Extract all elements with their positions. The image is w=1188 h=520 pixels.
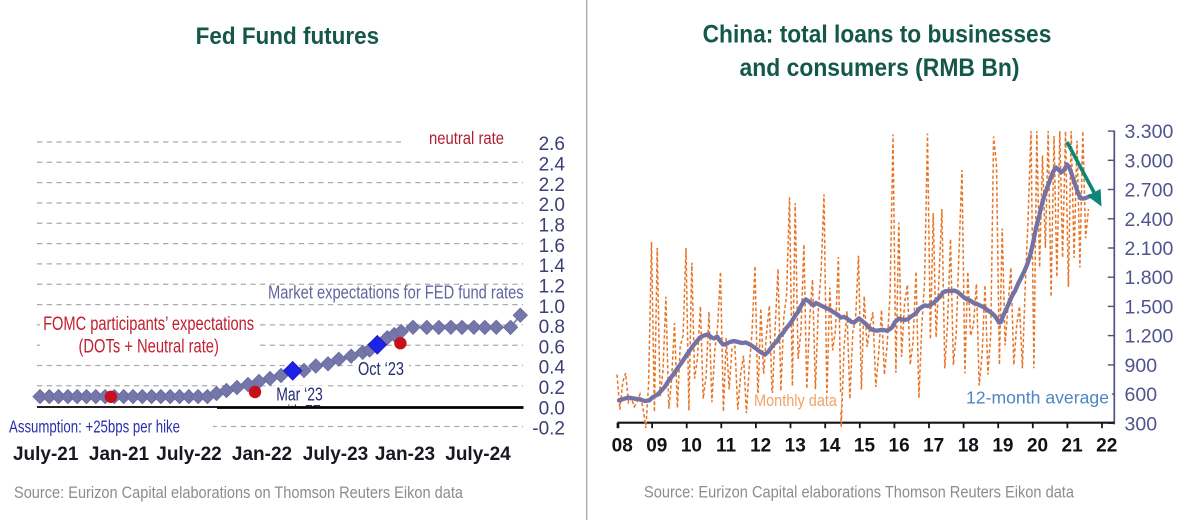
svg-text:600: 600: [1125, 384, 1158, 406]
svg-text:1.800: 1.800: [1125, 267, 1174, 289]
svg-text:Source: Eurizon Capital elabor: Source: Eurizon Capital elaborations Tho…: [644, 483, 1074, 502]
svg-text:900: 900: [1125, 355, 1158, 377]
svg-text:July-24: July-24: [445, 444, 511, 465]
svg-text:16: 16: [889, 435, 910, 456]
svg-text:2.0: 2.0: [539, 195, 565, 216]
svg-text:3.300: 3.300: [1125, 121, 1174, 143]
svg-text:22: 22: [1096, 435, 1117, 456]
svg-text:1.8: 1.8: [539, 215, 565, 236]
svg-text:0.4: 0.4: [539, 358, 566, 379]
svg-text:July-21: July-21: [13, 444, 79, 465]
svg-text:12: 12: [750, 435, 771, 456]
svg-text:300: 300: [1125, 413, 1158, 435]
svg-text:1.500: 1.500: [1125, 296, 1174, 318]
svg-text:3.000: 3.000: [1125, 150, 1174, 172]
svg-text:1.6: 1.6: [539, 236, 565, 257]
svg-text:10: 10: [681, 435, 702, 456]
svg-text:Jan-23: Jan-23: [375, 444, 435, 465]
svg-text:Jan-21: Jan-21: [89, 444, 150, 465]
svg-text:(DOTs + Neutral rate): (DOTs + Neutral rate): [79, 336, 219, 357]
svg-text:11: 11: [716, 435, 737, 456]
svg-text:July-23: July-23: [303, 444, 368, 465]
svg-text:Fed Fund futures: Fed Fund futures: [196, 23, 380, 50]
svg-text:14: 14: [819, 435, 841, 456]
svg-text:08: 08: [612, 435, 633, 456]
svg-text:0.0: 0.0: [539, 398, 565, 419]
svg-text:12-month average: 12-month average: [966, 388, 1109, 408]
svg-text:2.6: 2.6: [539, 134, 565, 155]
svg-text:2.4: 2.4: [539, 155, 566, 176]
svg-text:with FF rate: with FF rate: [277, 402, 347, 417]
svg-text:1.4: 1.4: [539, 256, 566, 277]
svg-text:Oct ‘23: Oct ‘23: [358, 358, 404, 379]
svg-text:19: 19: [992, 435, 1013, 456]
svg-text:1.200: 1.200: [1125, 326, 1174, 348]
svg-text:21: 21: [1062, 435, 1084, 456]
svg-text:1.0: 1.0: [539, 297, 565, 318]
svg-text:09: 09: [646, 435, 667, 456]
svg-text:Assumption: +25bps per hike: Assumption: +25bps per hike: [9, 417, 180, 437]
svg-text:Market expectations for FED fu: Market expectations for FED fund rates: [268, 283, 524, 303]
svg-text:2.2: 2.2: [539, 175, 565, 196]
svg-text:China: total loans to business: China: total loans to businesses: [703, 21, 1052, 49]
svg-text:0.8: 0.8: [539, 317, 565, 338]
svg-text:13: 13: [785, 435, 806, 456]
svg-text:-0.2: -0.2: [532, 419, 565, 440]
svg-text:2.100: 2.100: [1125, 238, 1174, 260]
svg-text:Monthly data: Monthly data: [754, 391, 837, 410]
svg-text:20: 20: [1027, 435, 1048, 456]
svg-text:neutral rate: neutral rate: [429, 128, 504, 148]
svg-text:Jan-22: Jan-22: [232, 444, 292, 465]
svg-text:15: 15: [854, 435, 876, 456]
svg-text:2.700: 2.700: [1125, 180, 1174, 202]
svg-text:Source: Eurizon Capital elabor: Source: Eurizon Capital elaborations on …: [14, 483, 463, 502]
svg-text:0.2: 0.2: [539, 378, 565, 399]
svg-text:and consumers (RMB Bn): and consumers (RMB Bn): [740, 54, 1020, 82]
svg-text:17: 17: [923, 435, 944, 456]
svg-text:2.400: 2.400: [1125, 209, 1174, 231]
svg-text:18: 18: [958, 435, 979, 456]
svg-text:July-22: July-22: [156, 444, 221, 465]
svg-text:0.6: 0.6: [539, 337, 565, 358]
svg-text:Mar ‘23: Mar ‘23: [276, 384, 323, 405]
svg-text:1.2: 1.2: [539, 276, 565, 297]
svg-text:FOMC participants’ expectation: FOMC participants’ expectations: [43, 314, 254, 335]
